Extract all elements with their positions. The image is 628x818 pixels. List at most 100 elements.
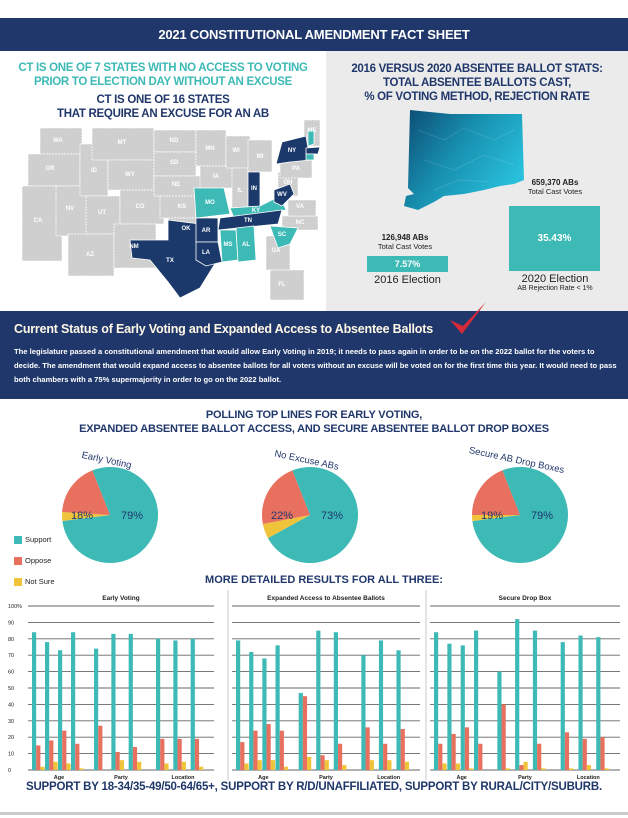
us-map: WA OR CA NV ID MT WY UT AZ CO NM ND SD NE KS OK TX MN IA MO… — [21, 120, 320, 301]
pct-box-2020: 35.43% — [509, 206, 600, 271]
state-label: NV — [66, 206, 74, 212]
x-group-label: Location — [577, 775, 601, 780]
bar-not-sure — [199, 766, 204, 770]
pie-label-oppose: 22% — [271, 510, 293, 522]
bar-support — [361, 655, 366, 770]
bar-not-sure — [119, 760, 124, 770]
bar-oppose — [451, 733, 456, 770]
legend-support: Support — [14, 535, 51, 544]
state-label: FL — [278, 282, 286, 288]
bar-oppose — [194, 738, 200, 770]
stat-2016-count: 126,948 ABs Total Cast Votes — [350, 233, 460, 251]
bar-not-sure — [586, 765, 592, 770]
bar-support — [434, 632, 439, 770]
legend-label-notsure: Not Sure — [25, 577, 55, 586]
legend-swatch-oppose — [14, 556, 22, 565]
y-tick-label: 40 — [8, 702, 14, 708]
state-label: LA — [202, 250, 211, 256]
state-label: NY — [288, 148, 296, 154]
map-title-line1: CT IS ONE OF 7 STATES WITH NO ACCESS TO … — [18, 62, 308, 74]
state-label: PA — [292, 166, 301, 172]
pie-label-support: 73% — [321, 510, 343, 522]
bar-not-sure — [404, 761, 410, 770]
state-ma — [305, 146, 320, 155]
y-tick-label: 90 — [8, 620, 14, 626]
bar-chart-title: Expanded Access to Absentee Ballots — [267, 595, 385, 602]
state-label: SC — [278, 232, 287, 238]
bar-support — [128, 633, 133, 770]
bar-oppose — [49, 740, 54, 770]
state-ca — [21, 185, 63, 262]
bar-chart-title: Early Voting — [102, 595, 139, 602]
state-label: VA — [296, 204, 305, 210]
bar-support — [298, 692, 303, 770]
bar-oppose — [600, 737, 605, 770]
pie-label-support: 79% — [121, 510, 143, 522]
state-label: KS — [178, 204, 186, 210]
footer-note: SUPPORT BY 18-34/35-49/50-64/65+, SUPPOR… — [25, 781, 602, 793]
bar-not-sure — [270, 760, 275, 770]
bar-oppose — [279, 730, 284, 770]
state-label: OH — [284, 180, 293, 186]
y-tick-label: 50 — [8, 686, 14, 692]
bar-oppose — [240, 742, 245, 770]
y-tick-label: 80 — [8, 637, 14, 643]
x-group-label: Age — [258, 775, 268, 780]
state-tx — [129, 219, 217, 299]
bar-oppose — [478, 743, 483, 770]
bar-oppose — [519, 765, 524, 770]
bar-oppose — [115, 751, 120, 770]
bar-not-sure — [469, 768, 474, 770]
bar-support — [111, 633, 116, 770]
bar-support — [45, 642, 50, 770]
bar-oppose — [253, 730, 258, 770]
bar-support — [71, 632, 76, 770]
state-label: ND — [170, 138, 179, 144]
state-nh — [307, 129, 315, 147]
bar-not-sure — [369, 760, 374, 770]
bar-support — [497, 671, 502, 770]
pct-2016: 7.57% — [394, 259, 421, 269]
state-label: IN — [251, 186, 257, 192]
state-label: OK — [182, 226, 192, 232]
bar-not-sure — [257, 760, 262, 770]
state-label: MS — [224, 242, 233, 248]
rejection-note: AB Rejection Rate < 1% — [517, 285, 593, 292]
legend-label-oppose: Oppose — [25, 556, 52, 565]
poll-title-line1: POLLING TOP LINES FOR EARLY VOTING, — [205, 409, 423, 421]
legend-swatch-notsure — [14, 577, 22, 586]
state-label: OR — [46, 166, 56, 172]
connecticut-shape — [404, 110, 524, 210]
bar-oppose — [160, 738, 165, 770]
bar-chart-2: Expanded Access to Absentee Ballots Age Pa… — [227, 590, 420, 780]
bar-not-sure — [541, 768, 546, 770]
bar-support — [156, 638, 161, 770]
state-label: SD — [170, 160, 179, 166]
bar-oppose — [383, 743, 388, 770]
bar-not-sure — [244, 763, 249, 770]
bar-chart-3: Secure Drop Box Age Party Location — [425, 590, 620, 780]
bar-oppose — [132, 747, 138, 770]
bar-oppose — [320, 755, 325, 770]
bar-support — [275, 645, 280, 770]
state-sc — [269, 225, 299, 249]
bar-support — [236, 640, 241, 770]
bar-support — [596, 637, 601, 770]
bar-not-sure — [569, 768, 574, 770]
slice-oppose — [62, 470, 110, 515]
bar-oppose — [464, 727, 470, 770]
x-group-label: Party — [319, 775, 334, 780]
map-title: CT IS ONE OF 7 STATES WITH NO ACCESS TO … — [0, 61, 326, 89]
bar-oppose — [98, 725, 103, 770]
bar-not-sure — [342, 765, 347, 770]
pie-secure-ab-drop-boxes: 79%19%Secure AB Drop Boxes — [468, 445, 568, 563]
count-2016: 126,948 ABs — [381, 233, 429, 242]
slice-support — [267, 467, 358, 563]
state-label: TX — [166, 258, 174, 264]
bar-oppose — [266, 724, 271, 770]
pie-early-voting: 79%18%Early Voting — [62, 450, 159, 563]
bar-oppose — [537, 743, 542, 770]
bar-support — [447, 643, 452, 770]
x-group-label: Location — [172, 775, 196, 780]
slice-not-sure — [472, 515, 520, 522]
